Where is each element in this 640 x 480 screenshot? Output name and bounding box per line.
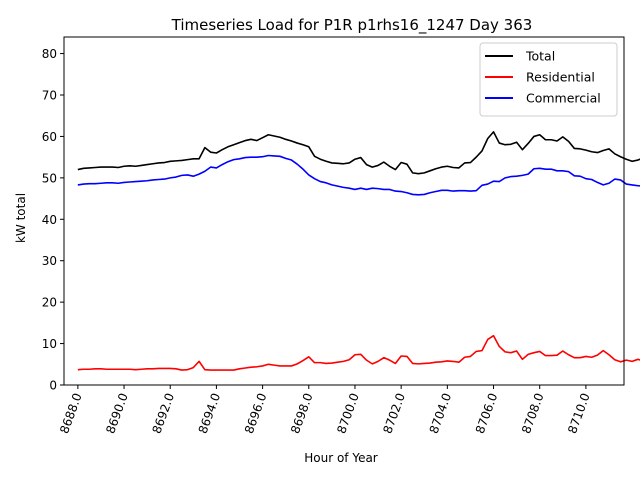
series-line-total — [77, 131, 640, 175]
y-tick-label: 20 — [42, 296, 57, 310]
y-tick-label: 40 — [42, 213, 57, 227]
y-tick-label: 60 — [42, 130, 57, 144]
y-tick-label: 80 — [42, 47, 57, 61]
x-tick-label: 8692.0 — [150, 391, 178, 435]
series-line-commercial — [77, 154, 640, 196]
x-tick-label: 8698.0 — [288, 391, 316, 435]
x-tick-label: 8704.0 — [427, 391, 455, 435]
x-tick-label: 8696.0 — [242, 391, 270, 435]
legend-label-residential: Residential — [526, 70, 595, 85]
chart-title: Timeseries Load for P1R p1rhs16_1247 Day… — [171, 16, 533, 35]
x-tick-label: 8710.0 — [565, 391, 593, 435]
x-tick-label: 8688.0 — [57, 391, 85, 435]
x-tick-label: 8700.0 — [334, 391, 362, 435]
y-tick-label: 30 — [42, 254, 57, 268]
x-tick-label: 8708.0 — [519, 391, 547, 435]
x-tick-label: 8706.0 — [473, 391, 501, 435]
legend: Total Residential Commercial — [479, 42, 618, 117]
y-tick-label: 50 — [42, 171, 57, 185]
series-line-residential — [77, 334, 640, 371]
x-tick-label: 8694.0 — [196, 391, 224, 435]
x-tick-label: 8690.0 — [103, 391, 131, 435]
legend-box — [479, 42, 618, 117]
legend-label-commercial: Commercial — [526, 91, 601, 106]
y-tick-label: 70 — [42, 89, 57, 103]
y-tick-label: 0 — [49, 379, 57, 393]
y-tick-label: 10 — [42, 337, 57, 351]
x-tick-label: 8702.0 — [380, 391, 408, 435]
axes-frame — [63, 36, 625, 386]
legend-label-total: Total — [525, 49, 555, 64]
x-axis-label: Hour of Year — [304, 451, 378, 465]
y-axis-label: kW total — [14, 193, 28, 243]
